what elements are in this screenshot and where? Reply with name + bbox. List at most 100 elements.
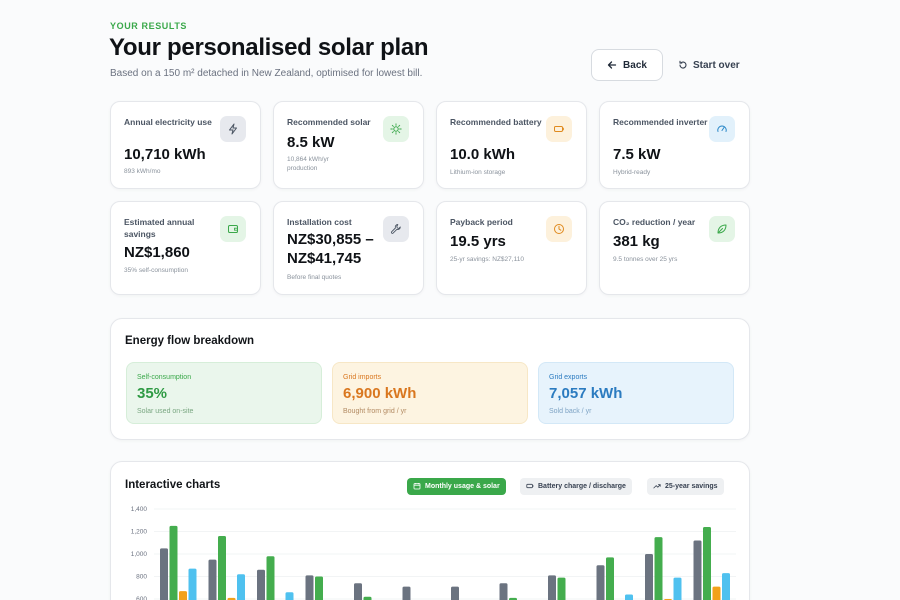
card-value: NZ$1,860 [124,244,190,261]
card-note: Before final quotes [287,274,342,281]
page-title: Your personalised solar plan [109,34,429,61]
flow-value: 6,900 kWh [343,385,417,402]
card-value: NZ$30,855 – NZ$41,745 [287,231,374,267]
card-note: 25-yr savings: NZ$27,110 [450,256,524,263]
card-label: Recommended solar [287,117,371,127]
y-tick-label: 600 [136,596,147,600]
chart-bar [227,597,236,600]
page-subtitle: Based on a 150 m² detached in New Zealan… [110,68,423,79]
start-over-label: Start over [693,59,740,71]
chart-bar [402,586,411,600]
card-note: Lithium-ion storage [450,169,506,176]
chart-bar [596,565,605,600]
wrench-icon [383,216,409,242]
card-label: Annual electricity use [124,117,212,127]
annual-savings-card: Estimated annual savings NZ$1,860 35% se… [110,201,261,295]
chart-bar [673,577,682,600]
chart-bar [499,583,508,600]
card-label: Payback period [450,217,513,227]
chart-bar [625,594,633,600]
start-over-button[interactable]: Start over [678,57,740,73]
gauge-icon [709,116,735,142]
chart-bar [188,568,197,600]
chart-bar [285,592,294,600]
chart-bar [363,596,372,600]
chart-bar [354,583,362,600]
tab-label: Battery charge / discharge [538,483,626,490]
card-label: Estimated annual savings [124,217,195,239]
y-tick-label: 1,000 [131,551,148,558]
sun-icon [383,116,409,142]
results-eyebrow: YOUR RESULTS [110,21,188,31]
card-value: 7.5 kW [613,146,661,163]
back-button[interactable]: Back [591,49,663,81]
chart-bar [557,577,566,600]
chart-bar [645,554,653,600]
y-tick-label: 1,200 [131,529,148,536]
leaf-icon [709,216,735,242]
chart-bar [451,586,459,600]
chart-bar [237,574,245,600]
y-tick-label: 1,400 [131,506,148,513]
battery-icon [526,482,534,492]
chart-bar [712,586,721,600]
annual-usage-card: Annual electricity use 10,710 kWh 893 kW… [110,101,261,189]
energy-flow-title: Energy flow breakdown [125,335,255,347]
chart-bar [218,536,226,600]
tab-battery-charge[interactable]: Battery charge / discharge [520,478,632,495]
card-value: 19.5 yrs [450,233,506,250]
chart-bar [722,573,730,600]
monthly-usage-chart: 1,400 1,200 1,000 800 600 [131,506,736,600]
card-label: Recommended battery [450,117,542,127]
lightning-icon [220,116,246,142]
flow-label: Grid exports [549,374,588,381]
tab-25-year-savings[interactable]: 25-year savings [647,478,724,495]
chart-bar [606,557,614,600]
chart-bar [305,575,314,600]
card-value: 381 kg [613,233,660,250]
card-note: 10,864 kWh/yr production [287,156,329,172]
chart-bar [509,597,517,600]
recommended-solar-card: Recommended solar 8.5 kW 10,864 kWh/yr p… [273,101,424,189]
back-button-label: Back [623,59,647,71]
chart-bar [548,575,556,600]
grid-exports-tile: Grid exports 7,057 kWh Sold back / yr [538,362,734,424]
chart-bar [654,537,663,600]
chart-bar [179,591,187,600]
chart-bar [693,540,702,600]
flow-value: 35% [137,385,168,402]
grid-imports-tile: Grid imports 6,900 kWh Bought from grid … [332,362,528,424]
flow-label: Self-consumption [137,374,192,381]
card-label: Recommended inverter [613,117,708,127]
card-value: 10,710 kWh [124,146,206,163]
tab-label: 25-year savings [665,483,718,490]
chart-bar [160,548,168,600]
tab-monthly-usage[interactable]: Monthly usage & solar [407,478,506,495]
clock-icon [546,216,572,242]
tab-label: Monthly usage & solar [425,483,500,490]
card-value: 8.5 kW [287,134,335,151]
self-consumption-tile: Self-consumption 35% Solar used on-site [126,362,322,424]
flow-label: Grid imports [343,374,382,381]
card-note: 35% self-consumption [124,267,188,274]
chart-bar [257,569,265,600]
chart-bar [208,559,217,600]
flow-sub: Sold back / yr [549,408,592,415]
co2-reduction-card: CO₂ reduction / year 381 kg 9.5 tonnes o… [599,201,750,295]
card-label: Installation cost [287,217,352,227]
recommended-inverter-card: Recommended inverter 7.5 kW Hybrid-ready [599,101,750,189]
chart-bar [703,527,711,600]
chart-bar [315,576,323,600]
arrow-left-icon [607,60,617,70]
recommended-battery-card: Recommended battery 10.0 kWh Lithium-ion… [436,101,587,189]
card-note: 9.5 tonnes over 25 yrs [613,256,678,263]
y-tick-label: 800 [136,574,147,581]
card-value: 10.0 kWh [450,146,516,163]
restart-icon [678,60,688,70]
flow-sub: Bought from grid / yr [343,408,407,415]
charts-title: Interactive charts [125,479,221,491]
installation-cost-card: Installation cost NZ$30,855 – NZ$41,745 … [273,201,424,295]
chart-bar [266,556,275,600]
flow-sub: Solar used on-site [137,408,194,415]
payback-period-card: Payback period 19.5 yrs 25-yr savings: N… [436,201,587,295]
